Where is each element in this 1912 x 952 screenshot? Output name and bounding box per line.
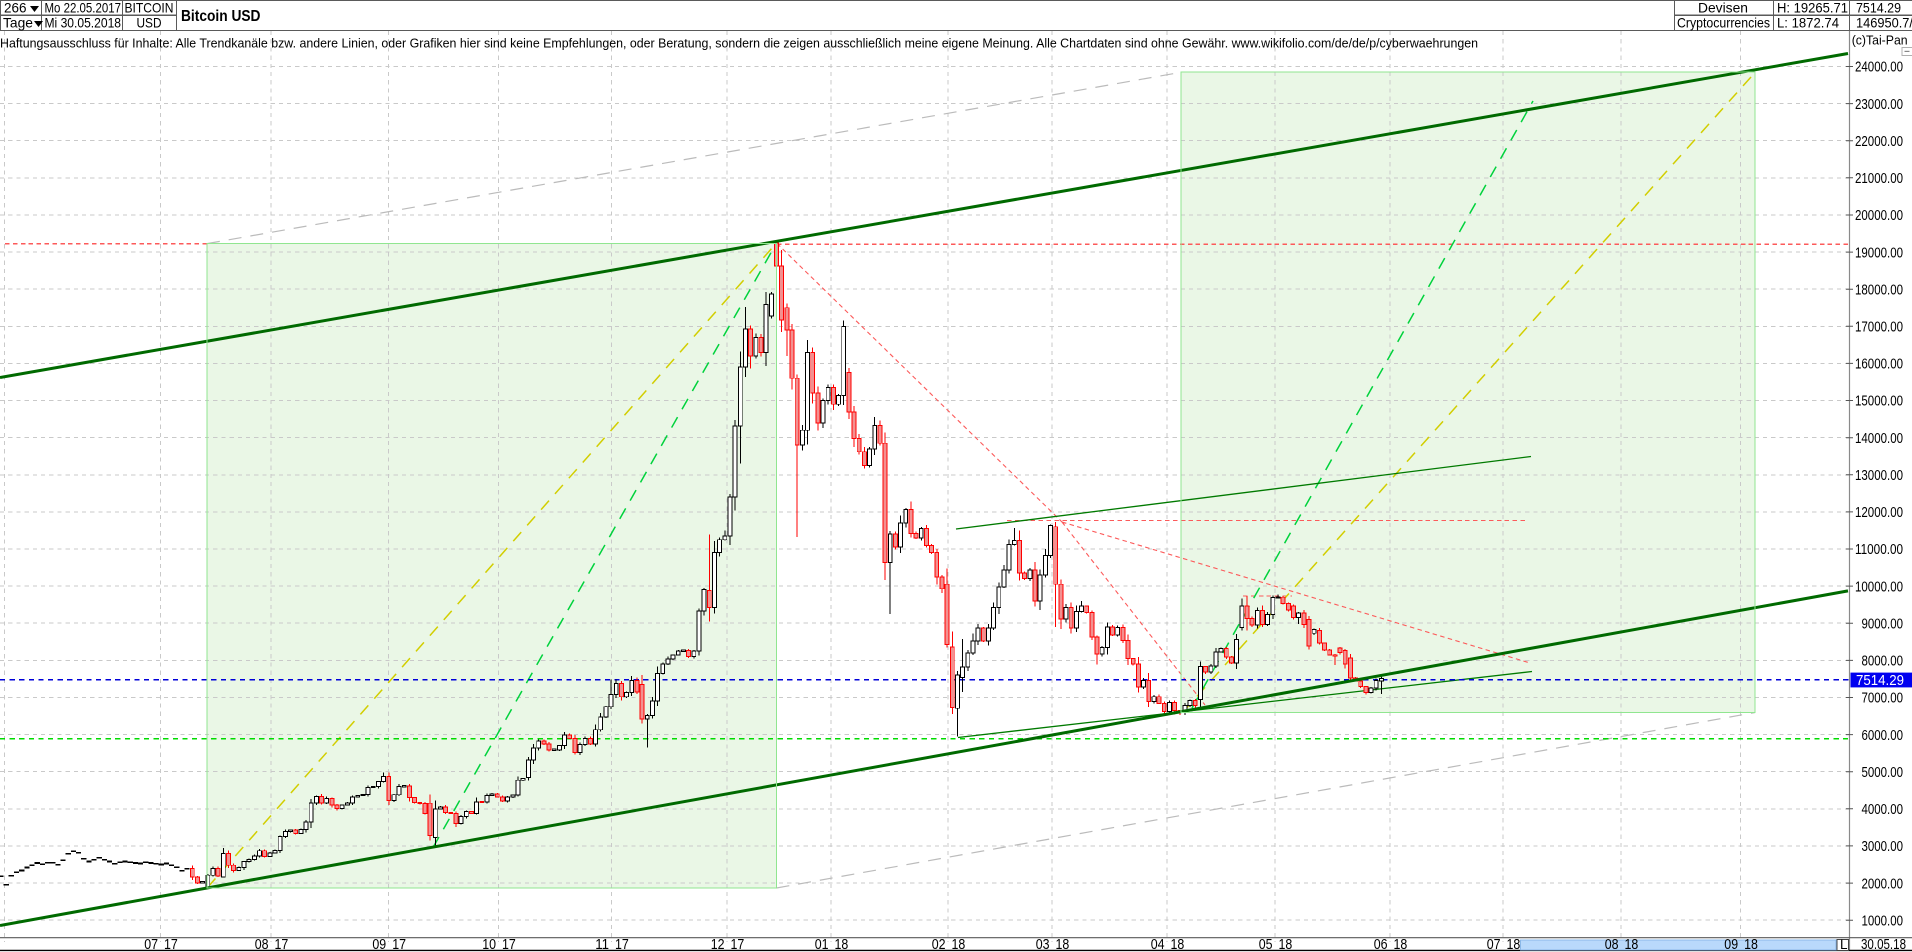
svg-text:17: 17 — [164, 937, 178, 952]
svg-text:(c)Tai-Pan: (c)Tai-Pan — [1852, 33, 1908, 48]
svg-text:18: 18 — [1394, 937, 1408, 952]
svg-text:07: 07 — [1487, 937, 1501, 952]
svg-text:1000.00: 1000.00 — [1862, 913, 1904, 929]
svg-text:Devisen: Devisen — [1698, 0, 1748, 15]
svg-text:BITCOIN: BITCOIN — [125, 0, 174, 15]
svg-text:Mi 30.05.2018: Mi 30.05.2018 — [45, 15, 122, 31]
svg-text:Cryptocurrencies: Cryptocurrencies — [1677, 15, 1770, 31]
svg-text:18: 18 — [1279, 937, 1293, 952]
svg-text:24000.00: 24000.00 — [1855, 60, 1903, 76]
svg-text:10000.00: 10000.00 — [1855, 579, 1903, 595]
svg-text:4000.00: 4000.00 — [1862, 802, 1904, 818]
svg-text:18: 18 — [1507, 937, 1521, 952]
svg-text:7514.29: 7514.29 — [1856, 0, 1901, 15]
svg-text:Bitcoin USD: Bitcoin USD — [181, 8, 261, 25]
svg-text:18: 18 — [1171, 937, 1185, 952]
svg-text:2000.00: 2000.00 — [1862, 876, 1904, 892]
svg-text:13000.00: 13000.00 — [1855, 468, 1903, 484]
svg-text:02: 02 — [932, 937, 946, 952]
svg-text:8000.00: 8000.00 — [1862, 654, 1904, 670]
svg-text:01: 01 — [815, 937, 829, 952]
svg-text:08: 08 — [255, 937, 269, 952]
svg-text:18: 18 — [1744, 937, 1758, 952]
svg-text:Mo 22.05.2017: Mo 22.05.2017 — [45, 0, 122, 15]
svg-text:3000.00: 3000.00 — [1862, 839, 1904, 855]
svg-text:12000.00: 12000.00 — [1855, 505, 1903, 521]
svg-text:17: 17 — [615, 937, 629, 952]
svg-text:USD: USD — [137, 15, 162, 31]
svg-text:Tage: Tage — [3, 15, 33, 31]
svg-text:18: 18 — [1625, 937, 1639, 952]
svg-text:146950.7/: 146950.7/ — [1856, 15, 1912, 31]
svg-text:09: 09 — [1724, 937, 1738, 952]
svg-text:10: 10 — [482, 937, 496, 952]
svg-text:18: 18 — [1056, 937, 1070, 952]
svg-text:16000.00: 16000.00 — [1855, 357, 1903, 373]
svg-text:17: 17 — [502, 937, 516, 952]
svg-text:L: 1872.74: L: 1872.74 — [1777, 15, 1839, 31]
svg-text:06: 06 — [1374, 937, 1388, 952]
svg-text:03: 03 — [1036, 937, 1050, 952]
svg-text:09: 09 — [372, 937, 386, 952]
svg-text:Haftungsausschluss für Inhalte: Haftungsausschluss für Inhalte: Alle Tre… — [0, 36, 1478, 51]
svg-text:H: 19265.71: H: 19265.71 — [1777, 0, 1848, 15]
svg-text:11: 11 — [595, 937, 609, 952]
svg-text:05: 05 — [1259, 937, 1273, 952]
svg-text:19000.00: 19000.00 — [1855, 245, 1903, 261]
svg-text:17: 17 — [275, 937, 289, 952]
svg-text:7514.29: 7514.29 — [1856, 673, 1904, 689]
svg-text:9000.00: 9000.00 — [1862, 616, 1904, 632]
svg-text:21000.00: 21000.00 — [1855, 171, 1903, 187]
svg-text:30.05.18: 30.05.18 — [1861, 937, 1906, 952]
svg-text:5000.00: 5000.00 — [1862, 765, 1904, 781]
svg-text:6000.00: 6000.00 — [1862, 728, 1904, 744]
svg-text:17: 17 — [392, 937, 406, 952]
svg-text:18: 18 — [835, 937, 849, 952]
svg-text:17000.00: 17000.00 — [1855, 320, 1903, 336]
svg-text:22000.00: 22000.00 — [1855, 134, 1903, 150]
svg-text:17: 17 — [731, 937, 745, 952]
svg-text:20000.00: 20000.00 — [1855, 208, 1903, 224]
svg-text:04: 04 — [1151, 937, 1165, 952]
svg-text:08: 08 — [1605, 937, 1619, 952]
svg-text:7000.00: 7000.00 — [1862, 691, 1904, 707]
svg-text:266: 266 — [4, 0, 27, 15]
svg-text:L: L — [1840, 937, 1848, 952]
svg-text:07: 07 — [144, 937, 158, 952]
svg-text:12: 12 — [711, 937, 725, 952]
svg-text:14000.00: 14000.00 — [1855, 431, 1903, 447]
svg-text:15000.00: 15000.00 — [1855, 394, 1903, 410]
svg-text:23000.00: 23000.00 — [1855, 97, 1903, 113]
svg-text:18000.00: 18000.00 — [1855, 282, 1903, 298]
svg-text:18: 18 — [952, 937, 966, 952]
svg-text:11000.00: 11000.00 — [1855, 542, 1903, 558]
